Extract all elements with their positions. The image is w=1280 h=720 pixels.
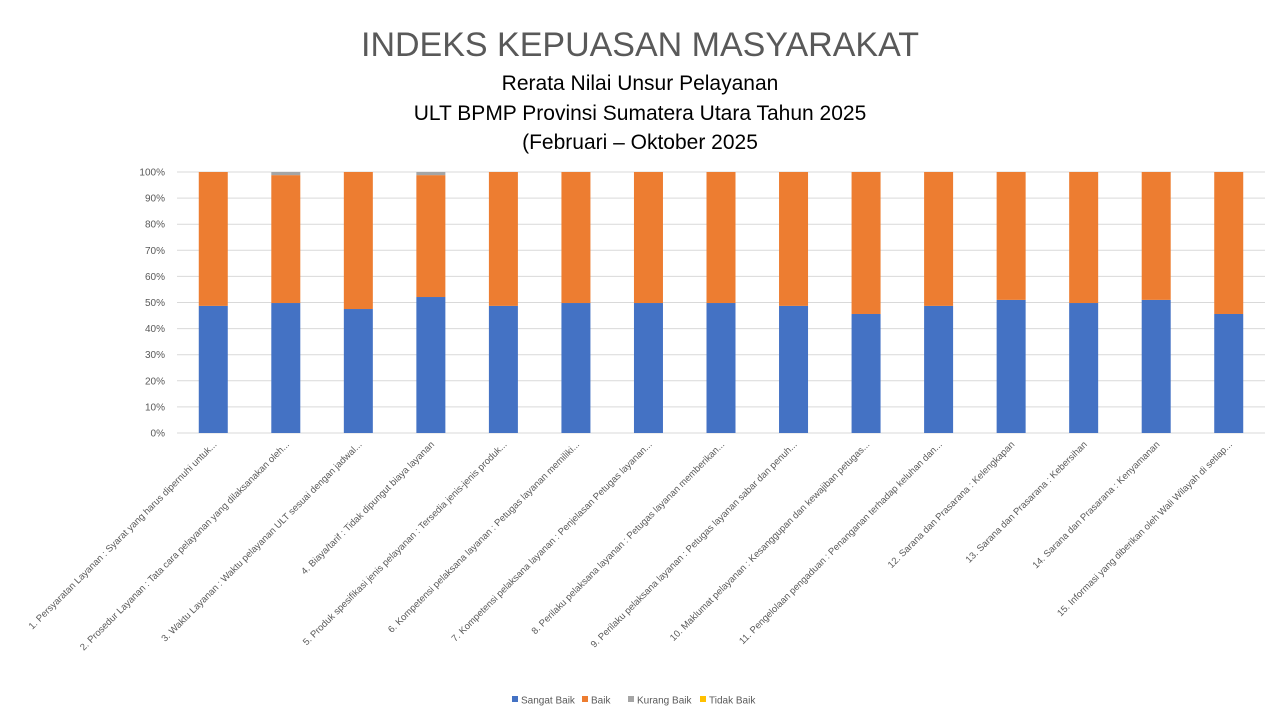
bar-segment-sangat-baik bbox=[1069, 303, 1099, 433]
y-tick-label: 80% bbox=[145, 220, 165, 231]
bar-segment-sangat-baik bbox=[271, 303, 301, 433]
bar-segment-baik bbox=[198, 172, 228, 306]
x-category-label: 13. Sarana dan Prasarana : Kebersihan bbox=[964, 439, 1090, 565]
bar-segment-sangat-baik bbox=[706, 303, 736, 433]
legend-label: Sangat Baik bbox=[521, 696, 576, 707]
bar-segment-sangat-baik bbox=[488, 305, 518, 433]
y-tick-label: 60% bbox=[145, 272, 165, 283]
x-category-label: 15. Informasi yang diberikan oleh Wali W… bbox=[1055, 439, 1235, 619]
y-tick-label: 20% bbox=[145, 376, 165, 387]
bar-segment-baik bbox=[561, 172, 591, 304]
bar-segment-sangat-baik bbox=[779, 305, 809, 433]
bar-segment-baik bbox=[633, 172, 663, 304]
chart-subtitle-2: ULT BPMP Provinsi Sumatera Utara Tahun 2… bbox=[413, 102, 867, 125]
bar-segment-sangat-baik bbox=[1141, 299, 1171, 433]
legend-swatch-baik bbox=[582, 696, 588, 702]
bar-segment-baik bbox=[1214, 172, 1244, 314]
bar-segment-sangat-baik bbox=[198, 305, 228, 433]
bar-segment-sangat-baik bbox=[851, 313, 881, 433]
bar-segment-baik bbox=[779, 172, 809, 306]
y-tick-label: 90% bbox=[145, 194, 165, 205]
bar-segment-sangat-baik bbox=[416, 297, 446, 433]
bar-segment-sangat-baik bbox=[561, 303, 591, 433]
legend-label: Baik bbox=[591, 696, 611, 707]
y-tick-label: 30% bbox=[145, 350, 165, 361]
bar-segment-baik bbox=[996, 172, 1026, 300]
bar-segment-baik bbox=[1141, 172, 1171, 300]
bar-segment-baik bbox=[924, 172, 954, 306]
chart-subtitle-3: (Februari – Oktober 2025 bbox=[522, 131, 758, 154]
legend-label: Tidak Baik bbox=[709, 696, 756, 707]
bar-segment-baik bbox=[416, 175, 446, 298]
legend-swatch-kurang-baik bbox=[628, 696, 634, 702]
x-category-label: 12. Sarana dan Prasarana : Kelengkapan bbox=[886, 439, 1017, 570]
bar-segment-kurang-baik bbox=[416, 172, 446, 176]
y-tick-label: 40% bbox=[145, 324, 165, 335]
bar-segment-baik bbox=[706, 172, 736, 304]
bar-segment-baik bbox=[488, 172, 518, 306]
bar-segment-kurang-baik bbox=[271, 172, 301, 176]
bar-segment-baik bbox=[1069, 172, 1099, 304]
bar-segment-sangat-baik bbox=[924, 305, 954, 433]
y-tick-label: 70% bbox=[145, 246, 165, 257]
legend-swatch-tidak-baik bbox=[700, 696, 706, 702]
y-tick-label: 10% bbox=[145, 402, 165, 413]
bar-segment-sangat-baik bbox=[1214, 313, 1244, 433]
x-category-label: 14. Sarana dan Prasarana : Kenyamanan bbox=[1031, 439, 1163, 571]
chart-subtitle-1: Rerata Nilai Unsur Pelayanan bbox=[501, 72, 779, 95]
y-tick-label: 0% bbox=[151, 429, 166, 440]
chart-title: INDEKS KEPUASAN MASYARAKAT bbox=[361, 26, 919, 64]
bar-segment-sangat-baik bbox=[996, 299, 1026, 433]
bar-segment-sangat-baik bbox=[343, 309, 373, 433]
x-category-label: 4. Biaya/tarif : Tidak dipungut biaya la… bbox=[299, 439, 437, 577]
y-tick-label: 100% bbox=[139, 168, 165, 179]
legend-swatch-sangat-baik bbox=[512, 696, 518, 702]
bar-segment-sangat-baik bbox=[633, 303, 663, 433]
legend-label: Kurang Baik bbox=[637, 696, 692, 707]
bar-segment-baik bbox=[271, 175, 301, 304]
y-tick-label: 50% bbox=[145, 298, 165, 309]
bar-segment-baik bbox=[343, 172, 373, 310]
bar-segment-baik bbox=[851, 172, 881, 314]
